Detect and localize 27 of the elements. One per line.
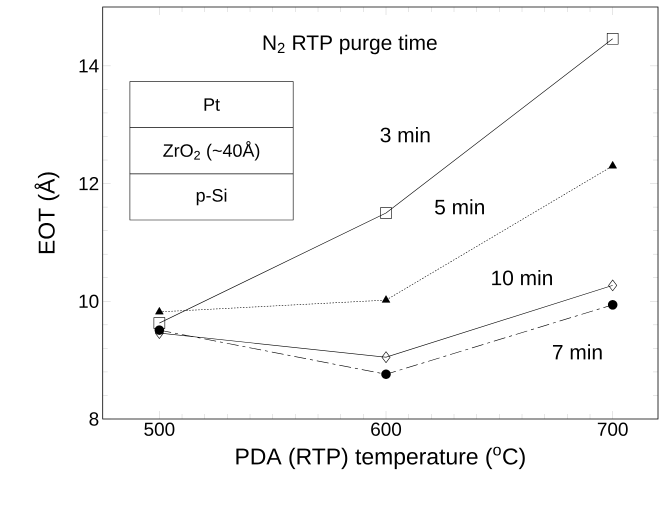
x-axis-title: PDA (RTP) temperature ($^{o}$C) bbox=[236, 446, 525, 470]
annotation: ZrO$_{2}$ (~40Å) bbox=[163, 141, 260, 160]
point bbox=[380, 207, 392, 219]
point bbox=[155, 307, 164, 314]
y-tick-label: 8 bbox=[89, 412, 98, 426]
point bbox=[382, 351, 390, 363]
annotation: Pt bbox=[204, 98, 220, 111]
x-tick-label: 700 bbox=[598, 422, 628, 436]
y-tick-label: 14 bbox=[80, 59, 99, 72]
point bbox=[606, 33, 618, 45]
point bbox=[154, 317, 166, 329]
series-label: 10 min bbox=[492, 270, 552, 286]
point bbox=[608, 300, 618, 310]
annotation: p-Si bbox=[196, 188, 226, 206]
x-tick-label: 500 bbox=[144, 422, 174, 436]
point bbox=[382, 295, 390, 303]
y-tick-label: 12 bbox=[80, 176, 98, 190]
y-axis-title: EOT (Å) bbox=[34, 172, 60, 254]
point bbox=[608, 161, 617, 168]
series-label: 5 min bbox=[435, 199, 484, 214]
series-label: 7 min bbox=[552, 344, 602, 360]
y-tick-label: 10 bbox=[80, 294, 98, 308]
point bbox=[608, 280, 618, 292]
point bbox=[381, 369, 391, 380]
annotation: N$_{2}$ RTP purge time bbox=[264, 34, 437, 54]
series-label: 3 min bbox=[380, 127, 430, 142]
x-tick-label: 600 bbox=[371, 422, 402, 436]
